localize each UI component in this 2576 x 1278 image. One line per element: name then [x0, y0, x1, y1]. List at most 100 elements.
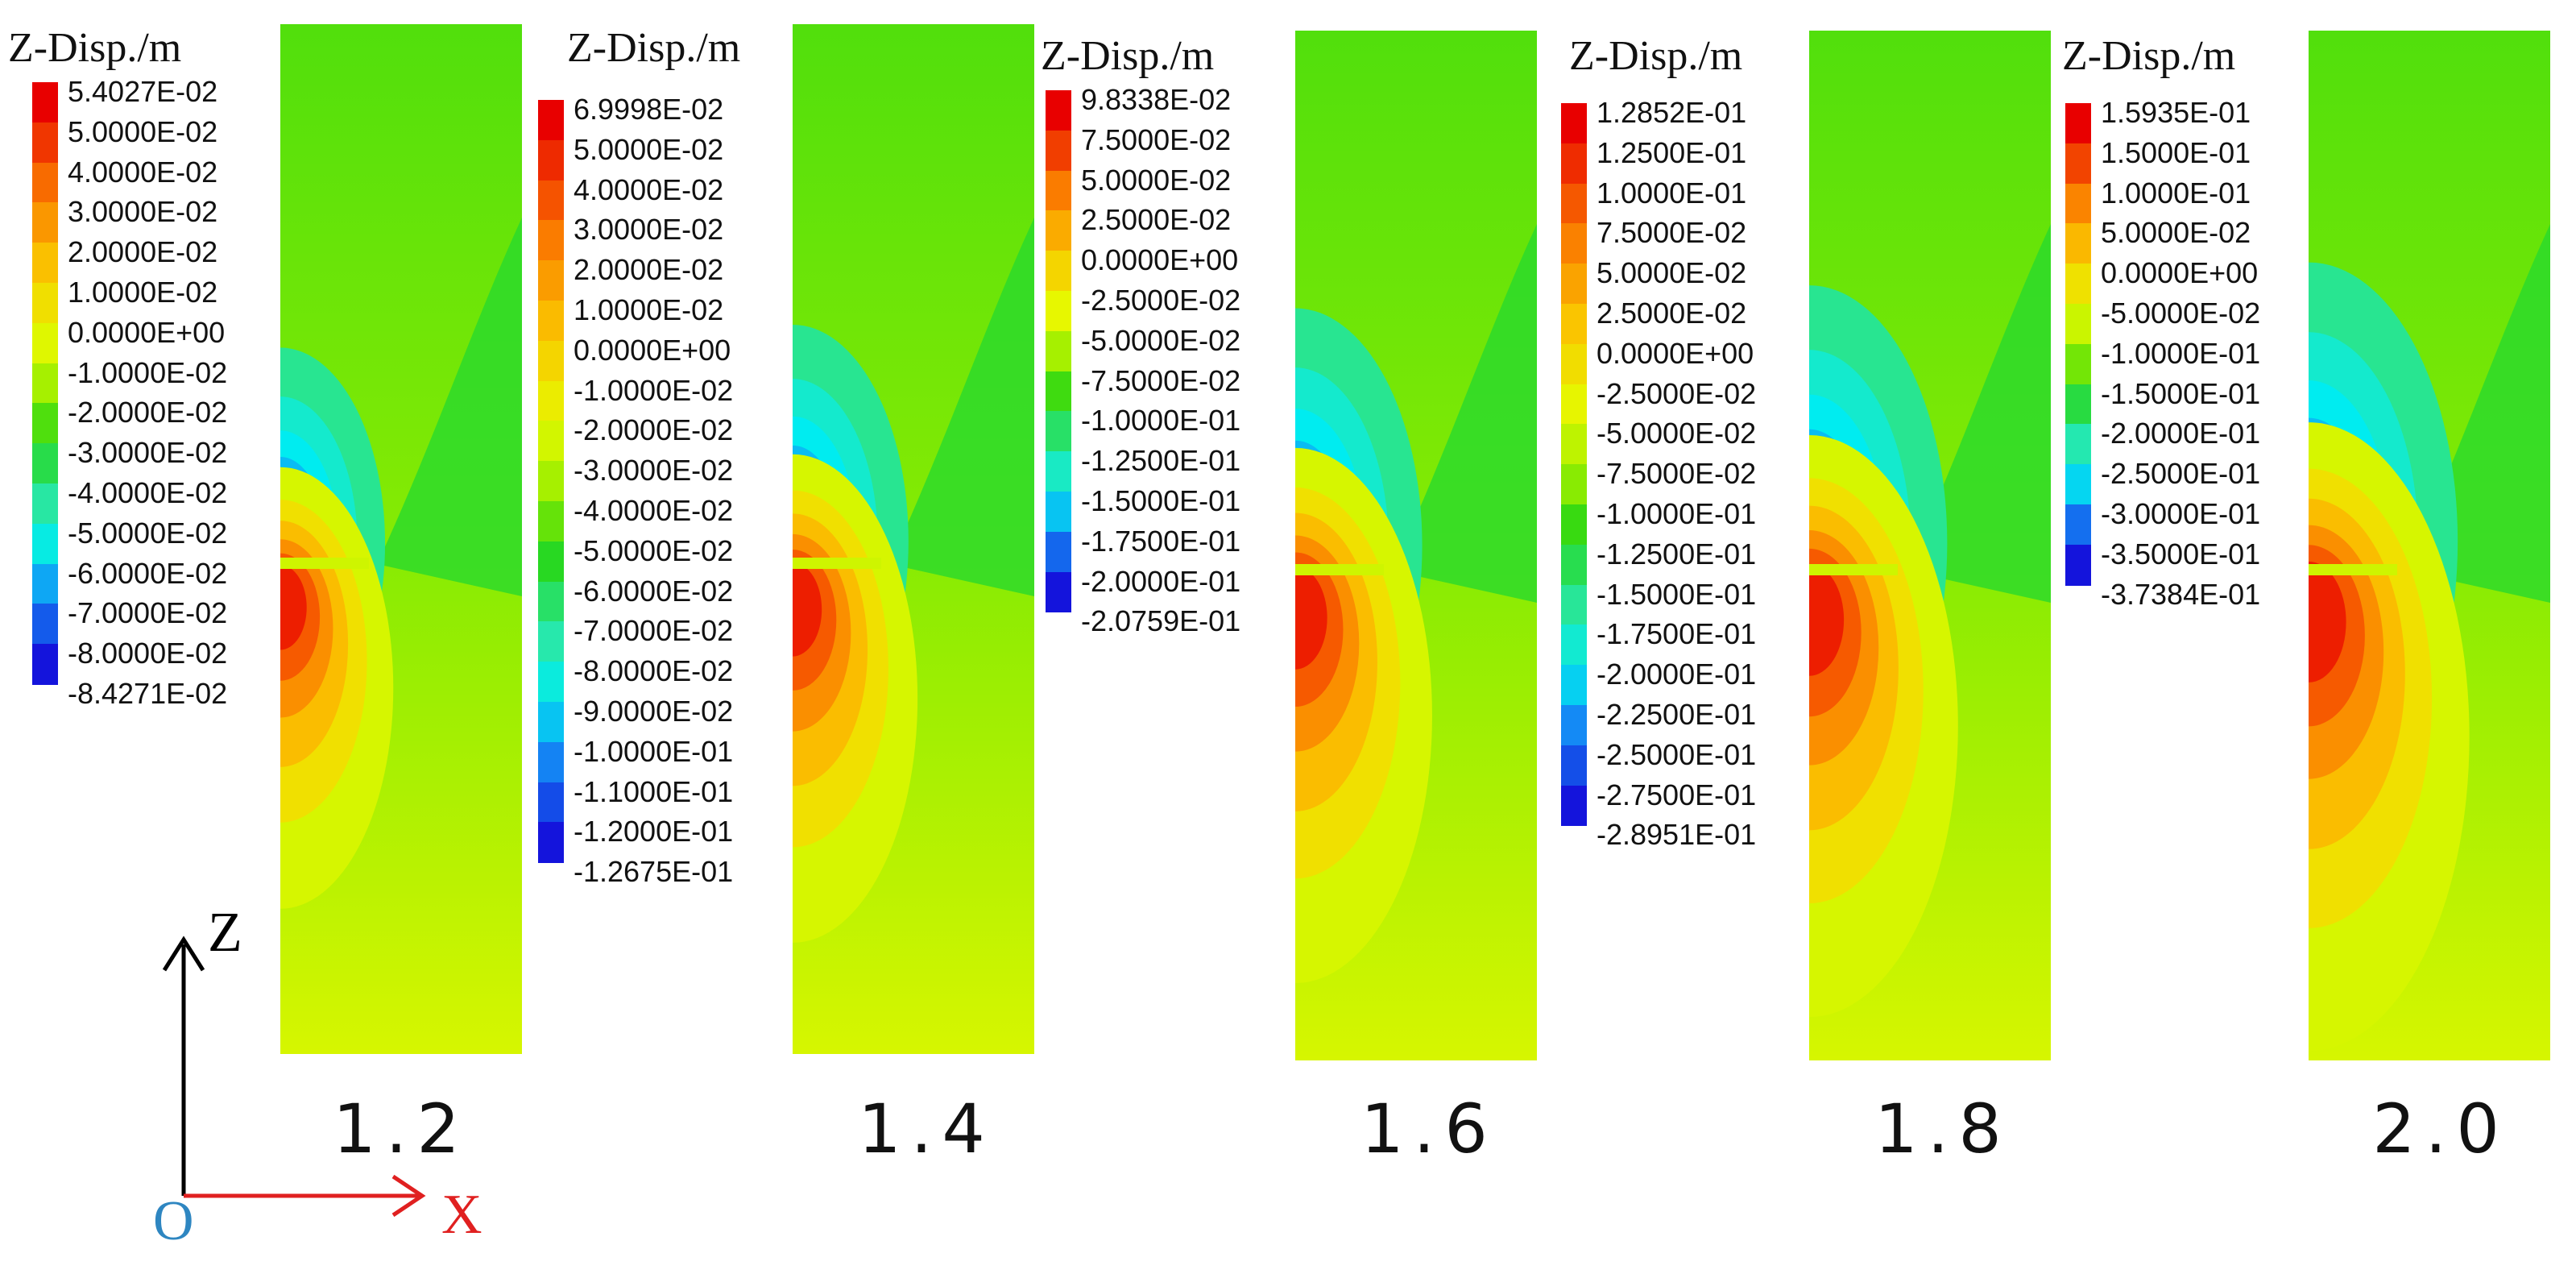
legend-title: Z-Disp./m: [567, 25, 741, 71]
colorbar-swatch: [538, 260, 564, 301]
colorbar-swatch: [32, 403, 58, 445]
colorbar-tick-label: -7.0000E-02: [574, 614, 734, 648]
contour-field: [1809, 31, 2051, 1060]
colorbar-tick-label: 5.0000E-02: [2101, 216, 2251, 250]
colorbar-tick-label: -2.2500E-01: [1597, 698, 1757, 731]
colorbar-tick-label: -8.4271E-02: [68, 677, 228, 710]
colorbar-swatch: [2065, 304, 2091, 345]
colorbar-tick-label: 0.0000E+00: [2101, 256, 2259, 290]
colorbar-tick-label: 7.5000E-02: [1597, 216, 1747, 250]
colorbar-tick-label: 5.0000E-02: [574, 132, 724, 166]
contour-panel-2: [793, 24, 1034, 1054]
contour-band: [889, 218, 1034, 596]
colorbar-tick-label: -1.2500E-01: [1597, 537, 1757, 571]
colorbar-tick-label: -3.7384E-01: [2101, 577, 2261, 611]
colorbar-tick-label: -1.2675E-01: [574, 855, 734, 889]
colorbar-tick-label: 2.0000E-02: [574, 253, 724, 287]
colorbar-swatch: [1046, 371, 1071, 413]
colorbar-tick-label: 2.0000E-02: [68, 235, 218, 269]
colorbar-swatch: [1561, 384, 1587, 425]
colorbar-tick-label: -4.0000E-02: [68, 476, 228, 509]
colorbar-swatch: [538, 139, 564, 181]
legend-title: Z-Disp./m: [8, 25, 182, 71]
colorbar-tick-label: -2.0000E-01: [2101, 417, 2261, 450]
colorbar-tick-label: 3.0000E-02: [68, 195, 218, 229]
colorbar-swatch: [1046, 451, 1071, 492]
colorbar-swatch: [32, 644, 58, 685]
colorbar-swatch: [1561, 665, 1587, 706]
colorbar-tick-label: 5.0000E-02: [1597, 256, 1747, 290]
panel-label: 1.8: [1874, 1089, 2011, 1168]
colorbar-tick-label: 1.0000E-01: [2101, 176, 2251, 210]
colorbar-tick-label: -1.0000E-01: [1081, 404, 1241, 438]
contour-band: [377, 218, 522, 596]
colorbar-swatch: [32, 283, 58, 324]
colorbar-tick-label: -1.2500E-01: [1081, 444, 1241, 478]
zero-contour-band: [2309, 564, 2397, 575]
colorbar-tick-label: 7.5000E-02: [1081, 122, 1232, 156]
colorbar-swatch: [1046, 251, 1071, 292]
colorbar-tick-label: -7.5000E-02: [1081, 363, 1241, 397]
colorbar-swatch: [2065, 343, 2091, 385]
colorbar-tick-label: -2.0759E-01: [1081, 604, 1241, 638]
colorbar-swatch: [1561, 143, 1587, 185]
colorbar-tick-label: -1.0000E-02: [574, 373, 734, 407]
contour-panel-5: [2309, 31, 2550, 1060]
contour-panel-1: [280, 24, 522, 1054]
colorbar-swatch: [1561, 705, 1587, 746]
colorbar-swatch: [2065, 143, 2091, 185]
colorbar-swatch: [538, 581, 564, 623]
colorbar-tick-label: 0.0000E+00: [1597, 336, 1754, 370]
colorbar-tick-label: 1.0000E-02: [574, 293, 724, 326]
colorbar-tick-label: 0.0000E+00: [574, 333, 731, 367]
colorbar-swatch: [1561, 504, 1587, 546]
colorbar-tick-label: 5.0000E-02: [68, 114, 218, 148]
colorbar-swatch: [1561, 785, 1587, 827]
colorbar-tick-label: -6.0000E-02: [68, 556, 228, 590]
colorbar-tick-label: -2.8951E-01: [1597, 818, 1757, 852]
colorbar-tick-label: -1.0000E-01: [1597, 497, 1757, 530]
zero-contour-band: [1809, 564, 1898, 575]
contour-panel-4: [1809, 31, 2051, 1060]
colorbar-tick-label: -5.0000E-02: [1081, 323, 1241, 357]
colorbar-tick-label: 2.5000E-02: [1597, 297, 1747, 330]
colorbar-swatch: [2065, 183, 2091, 225]
colorbar-swatch: [538, 621, 564, 663]
colorbar-tick-label: -5.0000E-02: [1597, 417, 1757, 450]
colorbar-tick-label: 1.2852E-01: [1597, 96, 1747, 129]
colorbar-tick-label: -3.5000E-01: [2101, 537, 2261, 571]
colorbar-swatch: [538, 180, 564, 222]
colorbar-swatch: [538, 301, 564, 342]
colorbar-tick-label: 0.0000E+00: [1081, 243, 1239, 277]
colorbar-tick-label: -4.0000E-02: [574, 494, 734, 527]
positive-contour-band: [1295, 566, 1327, 670]
positive-contour-band: [280, 565, 307, 650]
colorbar-swatch: [32, 82, 58, 123]
colorbar-swatch: [1561, 183, 1587, 225]
colorbar-swatch: [32, 202, 58, 244]
colorbar-swatch: [1561, 544, 1587, 586]
colorbar-tick-label: -3.0000E-02: [68, 436, 228, 470]
colorbar-tick-label: -2.5000E-01: [1597, 737, 1757, 771]
colorbar-tick-label: -1.5000E-01: [1081, 484, 1241, 517]
colorbar-tick-label: -3.0000E-02: [574, 454, 734, 488]
colorbar-swatch: [538, 541, 564, 583]
colorbar-tick-label: -2.7500E-01: [1597, 778, 1757, 811]
colorbar-tick-label: 4.0000E-02: [68, 155, 218, 189]
colorbar-swatch: [1561, 103, 1587, 144]
colorbar-tick-label: -1.5000E-01: [1597, 577, 1757, 611]
colorbar-swatch: [2065, 263, 2091, 305]
legend-title: Z-Disp./m: [1569, 33, 1743, 79]
colorbar-tick-label: -1.5000E-01: [2101, 376, 2261, 410]
z-axis-label: Z: [208, 902, 242, 964]
zero-contour-band: [1295, 564, 1384, 575]
colorbar-swatch: [2065, 504, 2091, 546]
colorbar-tick-label: -2.0000E-01: [1081, 564, 1241, 598]
colorbar-swatch: [538, 461, 564, 502]
colorbar-swatch: [2065, 103, 2091, 144]
colorbar-swatch: [32, 604, 58, 645]
colorbar-tick-label: -2.0000E-01: [1597, 658, 1757, 691]
colorbar-swatch: [538, 421, 564, 463]
x-axis-label: X: [441, 1184, 482, 1246]
